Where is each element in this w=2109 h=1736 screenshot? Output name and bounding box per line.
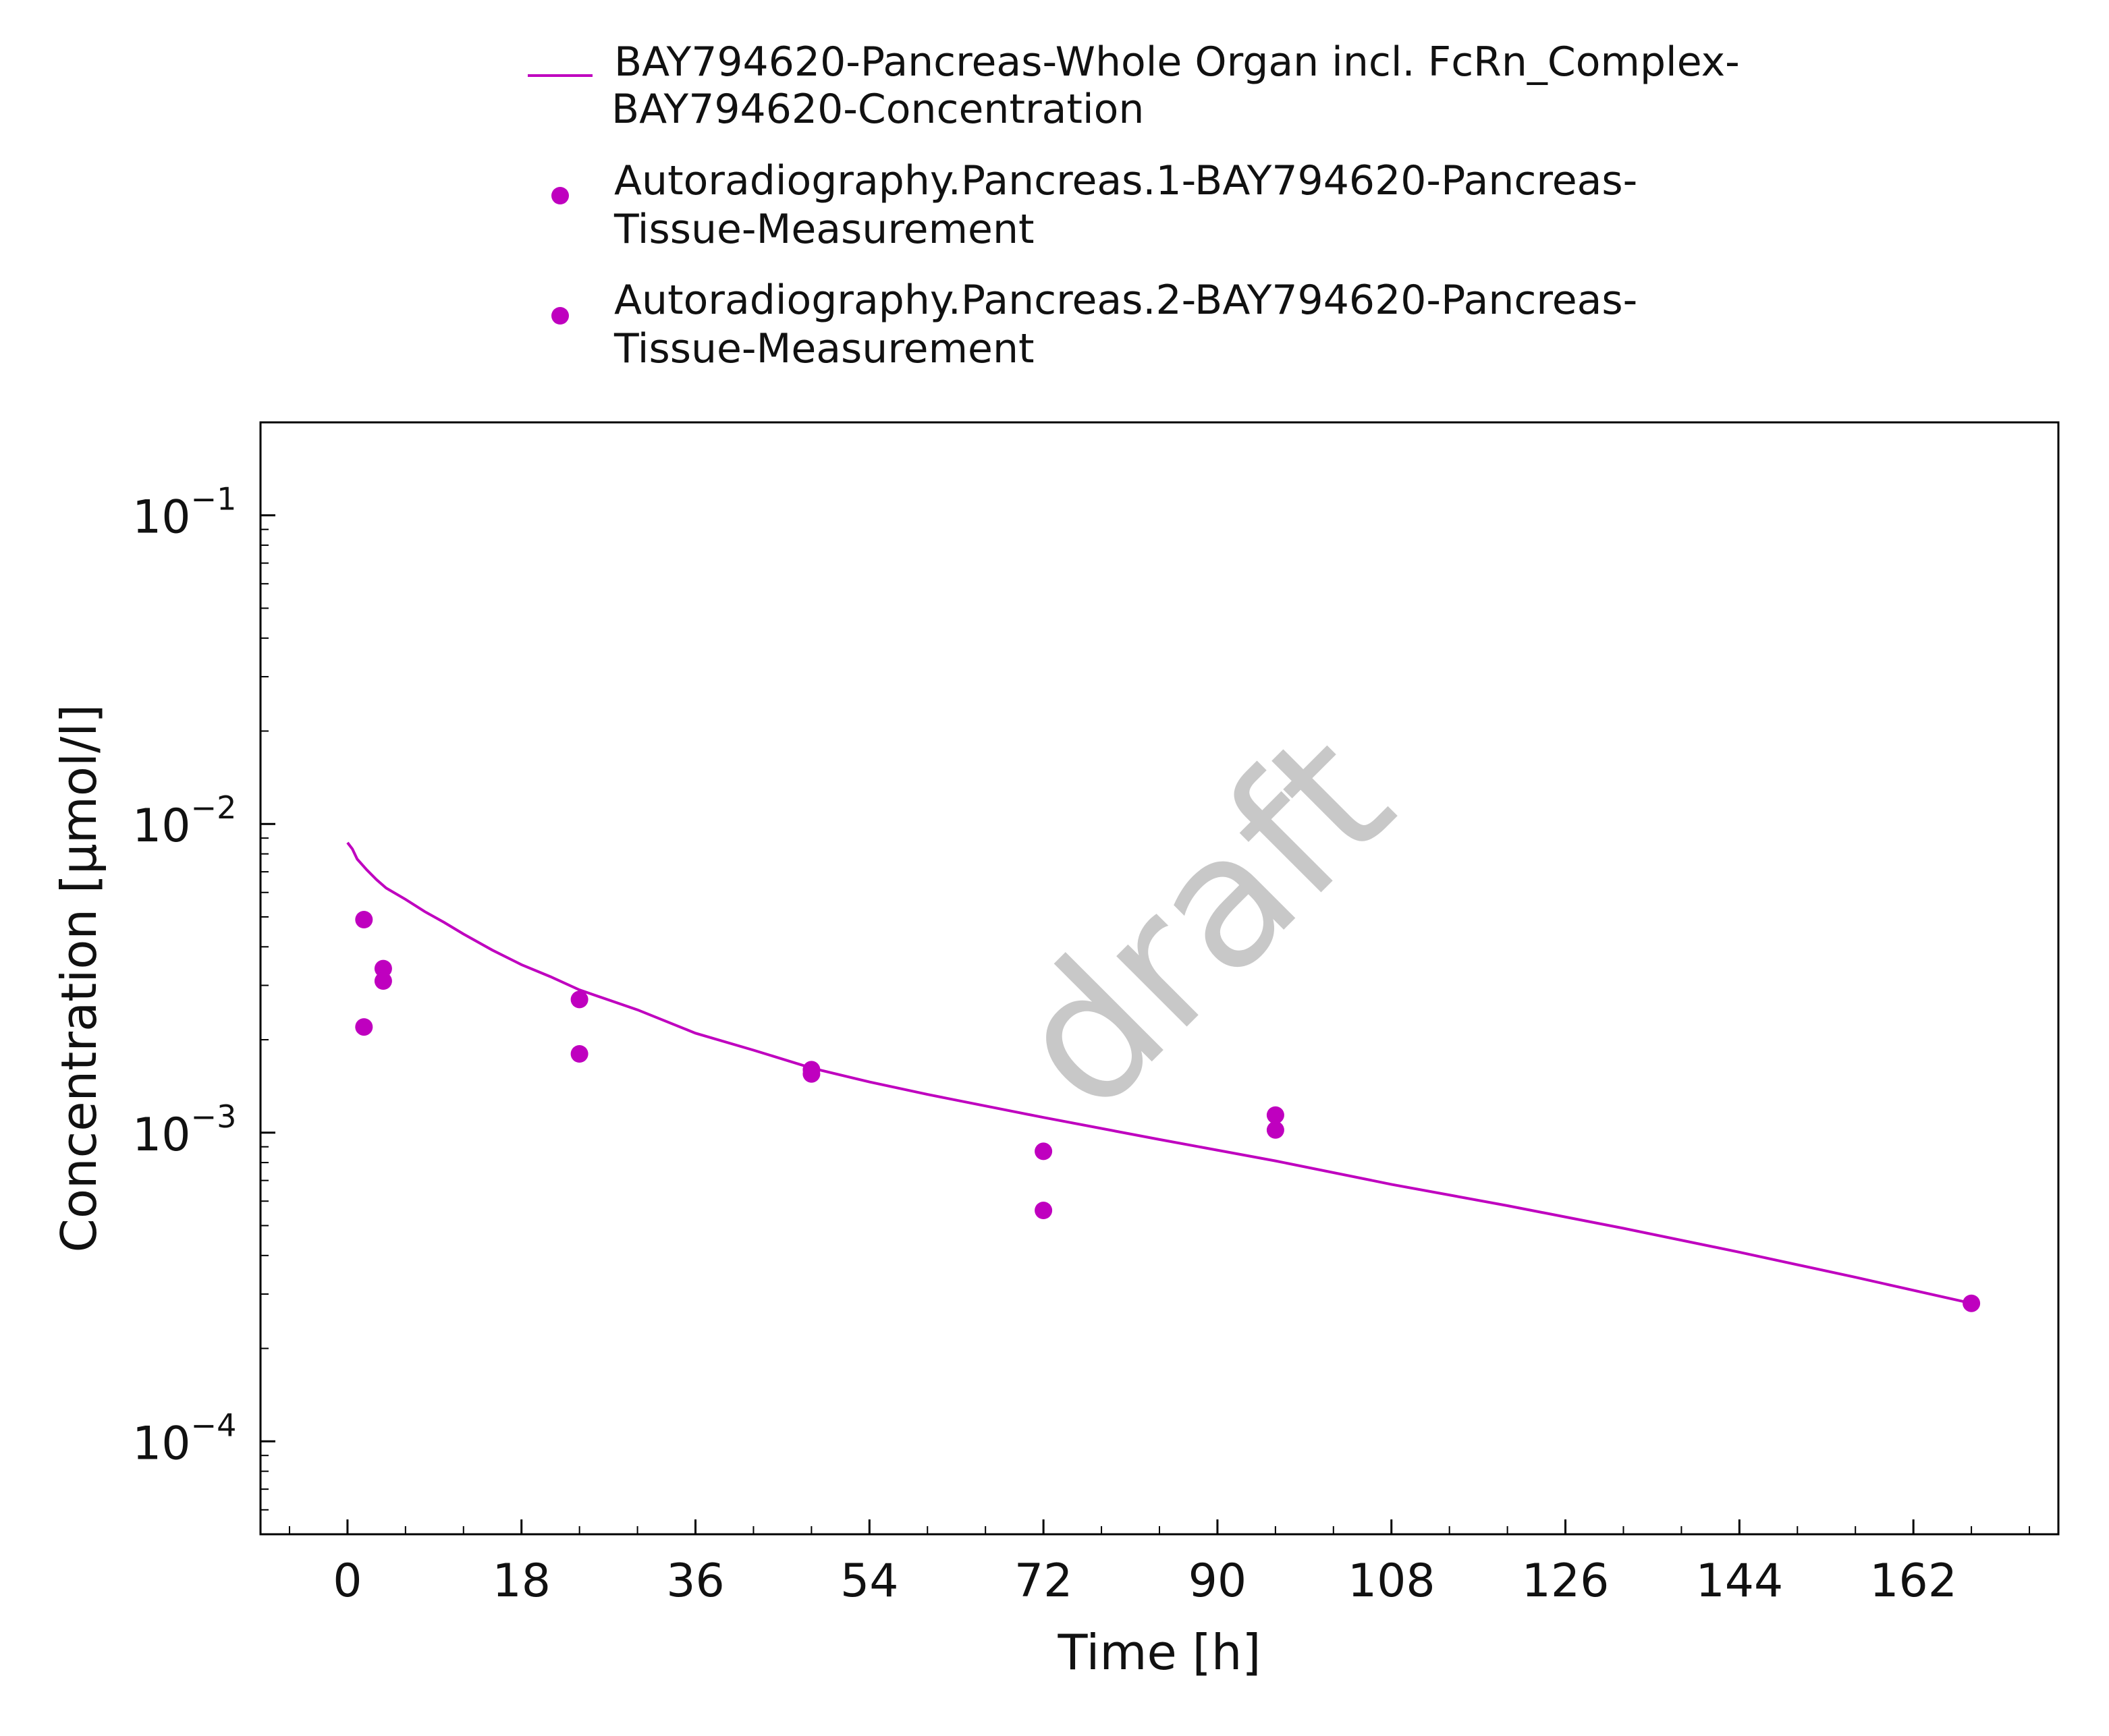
measurement-point-2 — [802, 1065, 821, 1083]
x-tick-label: 36 — [666, 1555, 725, 1608]
x-tick-label: 0 — [333, 1555, 362, 1608]
y-tick-label: 10−2 — [132, 789, 236, 853]
x-tick-label: 108 — [1348, 1555, 1435, 1608]
legend: BAY794620-Pancreas-Whole Organ incl. FcR… — [528, 38, 1740, 372]
measurement-point-2 — [355, 1018, 373, 1036]
y-tick-label-exponent: −1 — [191, 481, 237, 517]
legend-label-measurement-1-line2: Tissue-Measurement — [613, 206, 1035, 253]
y-tick-label: 10−4 — [132, 1407, 236, 1470]
x-tick-label: 54 — [840, 1555, 899, 1608]
legend-label-measurement-2-line1: Autoradiography.Pancreas.2-BAY794620-Pan… — [614, 277, 1637, 324]
y-tick-label-exponent: −4 — [191, 1407, 237, 1443]
measurement-point-1 — [374, 959, 392, 978]
x-axis: 0 18 36 54 72 90 108 126 144 162 — [288, 1519, 2031, 1608]
legend-label-measurement-2-line2: Tissue-Measurement — [613, 325, 1035, 372]
y-tick-label: 10−1 — [132, 481, 236, 544]
legend-label-simulation-line1: BAY794620-Pancreas-Whole Organ incl. FcR… — [614, 38, 1740, 86]
y-tick-label-exponent: −3 — [191, 1098, 237, 1135]
x-tick-label: 126 — [1522, 1555, 1610, 1608]
legend-swatch-measurement-1 — [551, 187, 569, 204]
x-tick-label: 90 — [1188, 1555, 1247, 1608]
x-tick-label: 72 — [1014, 1555, 1073, 1608]
y-axis: 10−4 10−3 10−2 10−1 — [132, 422, 275, 1535]
x-tick-label: 144 — [1695, 1555, 1783, 1608]
measurement-point-2 — [1035, 1202, 1053, 1219]
measurement-point-2 — [570, 1045, 588, 1063]
measurement-point-1 — [1963, 1294, 1981, 1312]
measurement-point-2 — [374, 972, 392, 990]
y-tick-label-exponent: −2 — [191, 789, 237, 826]
legend-label-simulation-line2: BAY794620-Concentration — [611, 86, 1144, 133]
watermark-draft: draft — [974, 693, 1431, 1150]
x-tick-label: 18 — [492, 1555, 551, 1608]
simulation-curve — [346, 841, 1972, 1305]
measurement-point-2 — [1266, 1121, 1284, 1139]
y-tick-label: 10−3 — [132, 1098, 236, 1162]
measurement-point-1 — [1035, 1142, 1053, 1160]
legend-swatch-measurement-2 — [551, 307, 569, 325]
x-tick-label: 162 — [1869, 1555, 1957, 1608]
legend-label-measurement-1-line1: Autoradiography.Pancreas.1-BAY794620-Pan… — [614, 157, 1637, 204]
measurement-point-1 — [1266, 1106, 1284, 1124]
x-axis-title: Time [h] — [1058, 1624, 1261, 1681]
y-axis-title: Concentration [µmol/l] — [51, 704, 107, 1253]
measurement-point-1 — [355, 911, 373, 928]
measurement-point-1 — [570, 990, 588, 1009]
series-layer — [346, 841, 1981, 1312]
